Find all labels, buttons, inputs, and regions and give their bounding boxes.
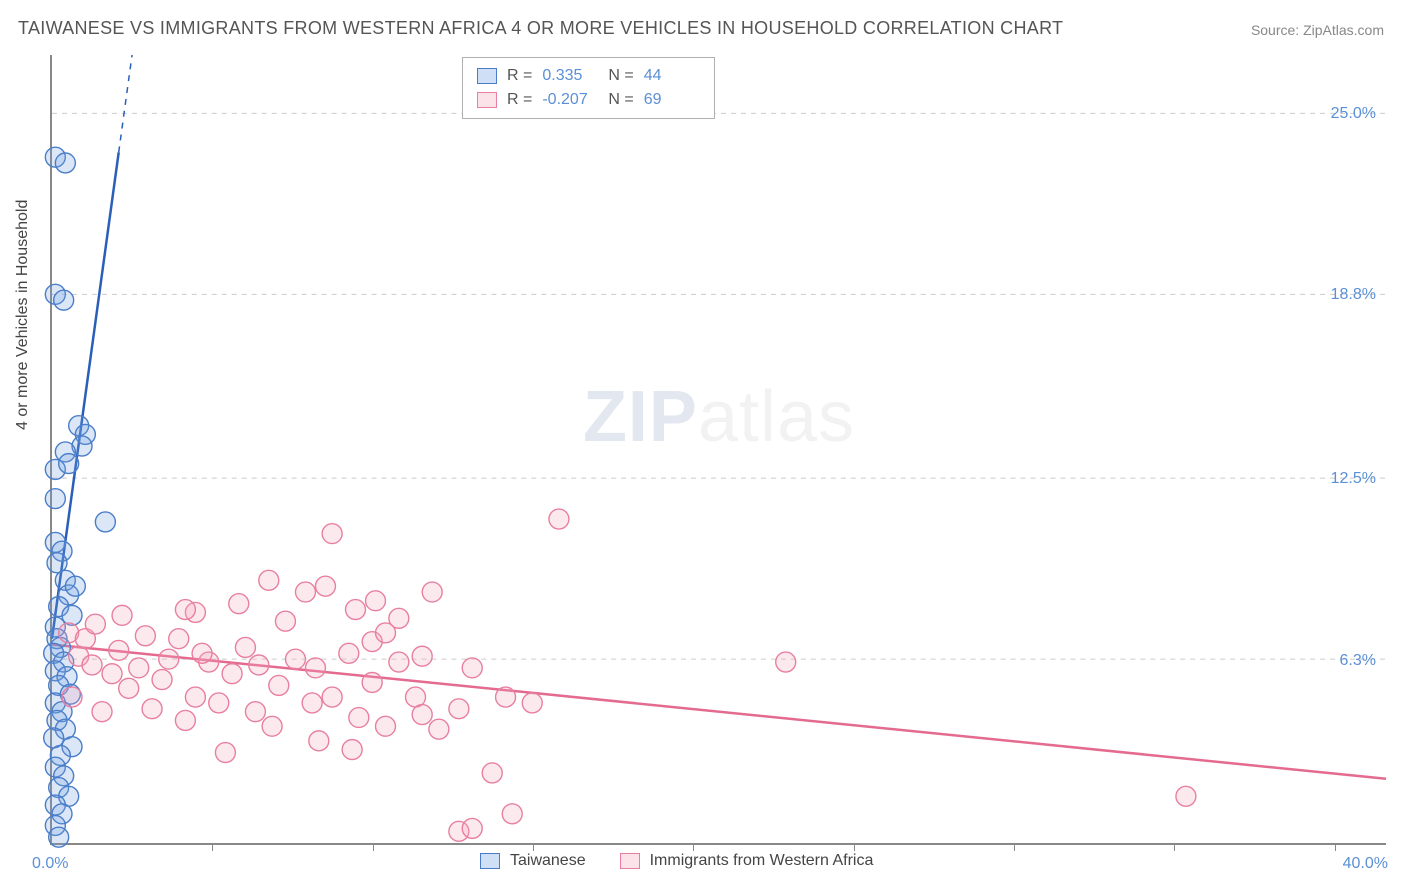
source-attribution: Source: ZipAtlas.com: [1251, 22, 1384, 38]
legend-row: R = -0.207 N = 69: [477, 88, 700, 112]
legend-swatch: [620, 853, 640, 869]
x-tick: [854, 843, 855, 851]
n-value: 44: [644, 64, 700, 88]
x-tick: [1174, 843, 1175, 851]
legend-swatch: [477, 92, 497, 108]
x-tick: [1335, 843, 1336, 851]
n-label: N =: [608, 64, 633, 88]
y-tick-label: 12.5%: [1331, 470, 1376, 488]
r-label: R =: [507, 88, 532, 112]
y-tick-label: 25.0%: [1331, 105, 1376, 123]
source-link[interactable]: ZipAtlas.com: [1303, 22, 1384, 38]
x-axis-max-label: 40.0%: [1343, 855, 1388, 873]
x-tick: [693, 843, 694, 851]
legend-swatch: [477, 68, 497, 84]
y-tick-label: 6.3%: [1340, 652, 1376, 670]
y-axis-label: 4 or more Vehicles in Household: [14, 200, 32, 430]
y-tick-label: 18.8%: [1331, 286, 1376, 304]
legend-row: R = 0.335 N = 44: [477, 64, 700, 88]
r-value: -0.207: [542, 88, 598, 112]
plot-area: ZIPatlas 6.3%12.5%18.8%25.0% R =0.335N =…: [50, 55, 1386, 845]
legend-series-name: Immigrants from Western Africa: [650, 852, 874, 870]
source-label: Source:: [1251, 22, 1299, 38]
r-label: R =: [507, 64, 532, 88]
x-tick: [212, 843, 213, 851]
r-value: 0.335: [542, 64, 598, 88]
x-tick: [373, 843, 374, 851]
x-axis-min-label: 0.0%: [32, 855, 68, 873]
chart-title: TAIWANESE VS IMMIGRANTS FROM WESTERN AFR…: [18, 18, 1063, 39]
legend-swatch: [480, 853, 500, 869]
n-value: 69: [644, 88, 700, 112]
x-tick: [1014, 843, 1015, 851]
series-legend: Taiwanese Immigrants from Western Africa: [480, 852, 897, 870]
chart-svg: [52, 55, 1386, 843]
x-tick: [533, 843, 534, 851]
correlation-legend: R = 0.335 N = 44 R = -0.207 N = 69: [462, 57, 715, 119]
legend-series-name: Taiwanese: [510, 852, 586, 870]
n-label: N =: [608, 88, 633, 112]
